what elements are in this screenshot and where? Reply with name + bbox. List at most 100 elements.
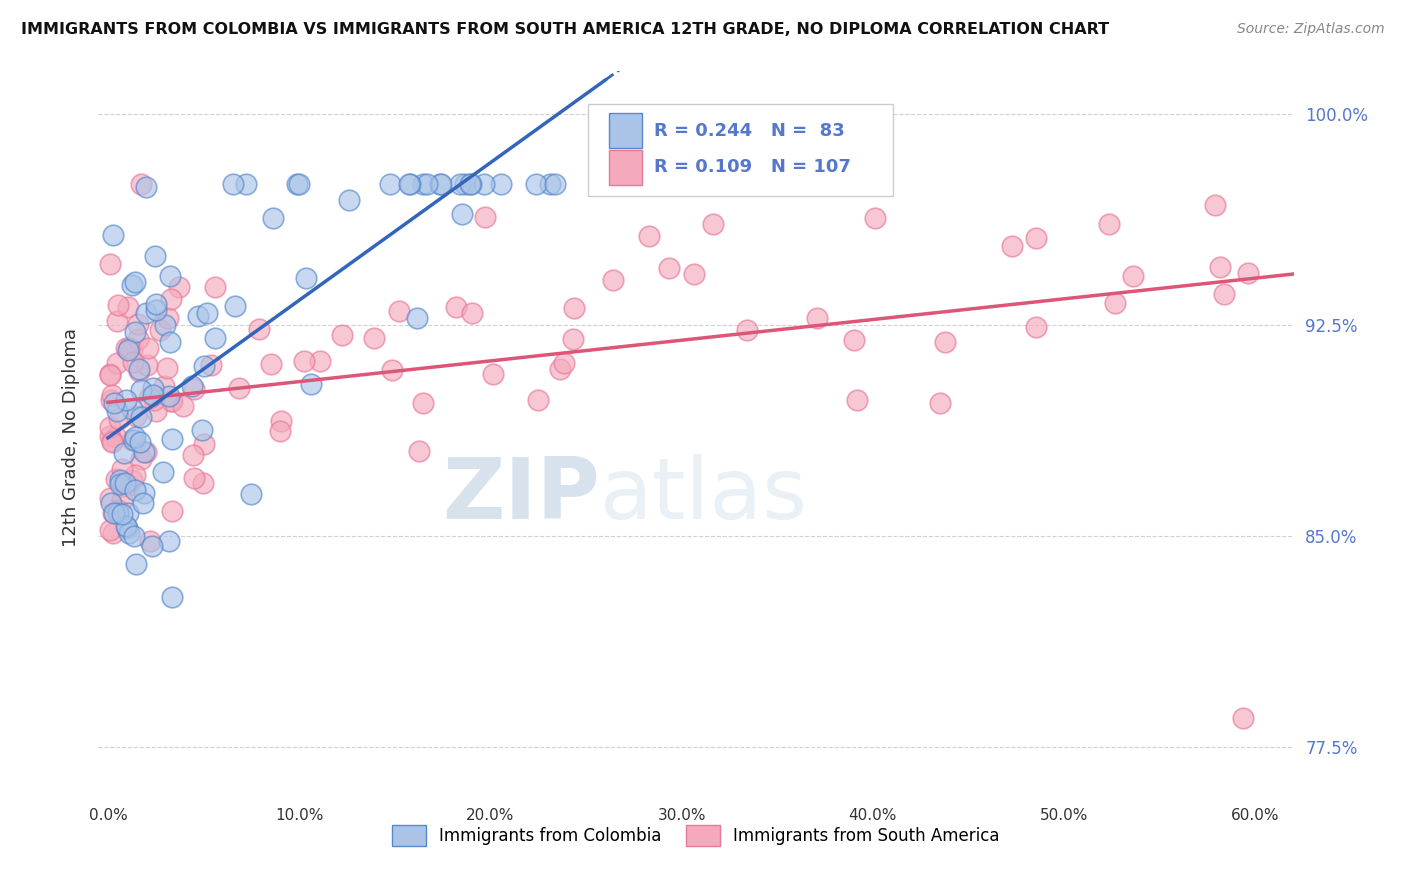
Point [524,177,547,191]
Point [472,177,495,191]
Point [143,249,166,263]
Point [388,304,411,318]
Point [378,177,401,191]
FancyBboxPatch shape [589,104,893,195]
Point [117,478,139,492]
Point [101,227,124,242]
Point [294,271,316,285]
Point [129,410,152,425]
Point [429,177,451,191]
Point [562,332,585,346]
Point [107,506,129,520]
Point [183,471,205,485]
Point [228,381,250,395]
Point [129,383,152,397]
Point [159,268,181,283]
Point [111,462,134,476]
Point [135,179,157,194]
Point [193,437,215,451]
Point [844,333,866,347]
Point [162,432,184,446]
Point [292,354,315,368]
Point [107,298,129,312]
Point [149,323,172,337]
Point [482,367,505,381]
Text: R = 0.109   N = 107: R = 0.109 N = 107 [654,158,851,177]
Point [105,404,128,418]
Point [1098,218,1121,232]
Point [110,473,132,487]
Point [114,475,136,490]
Point [527,393,550,408]
Point [98,491,121,505]
Point [101,506,124,520]
Point [134,445,156,459]
Point [115,392,138,407]
Point [100,434,122,449]
Point [145,404,167,418]
Point [118,525,141,540]
Point [143,393,166,408]
Point [538,177,561,191]
Point [702,217,724,231]
Point [121,401,143,416]
Point [157,534,180,549]
Point [221,177,243,191]
Point [1025,320,1047,334]
Point [121,277,143,292]
Point [98,523,121,537]
Point [269,424,291,438]
Point [454,177,477,191]
Point [489,177,512,191]
Point [1209,260,1232,275]
Point [1104,296,1126,310]
Point [735,323,758,337]
Point [129,177,152,191]
Point [270,414,292,428]
Point [125,409,148,424]
Point [929,396,952,410]
Point [135,358,157,372]
Point [408,444,430,458]
Point [381,363,404,377]
Point [224,299,246,313]
Point [124,326,146,340]
Point [153,318,176,332]
Point [160,503,183,517]
Point [169,280,191,294]
Point [451,206,474,220]
Point [299,376,322,391]
Point [104,430,127,444]
Point [115,341,138,355]
Point [111,508,134,522]
Point [103,396,125,410]
Point [100,496,122,510]
Point [160,590,183,604]
Point [934,334,956,349]
Point [111,492,134,507]
Point [157,389,180,403]
Point [553,357,575,371]
Point [157,310,180,325]
Point [288,177,311,191]
Text: ZIP: ZIP [443,454,600,537]
Point [152,466,174,480]
Point [247,322,270,336]
Point [98,257,121,271]
Point [153,379,176,393]
Point [117,343,139,357]
Point [138,342,160,356]
Point [122,355,145,369]
Point [204,280,226,294]
Point [458,178,481,192]
Point [142,387,165,401]
Point [98,368,121,383]
Text: R = 0.244   N =  83: R = 0.244 N = 83 [654,121,845,140]
Point [142,381,165,395]
FancyBboxPatch shape [609,150,643,185]
Point [128,362,150,376]
Point [412,396,434,410]
Point [399,177,422,191]
Point [430,177,453,191]
Point [806,311,828,326]
